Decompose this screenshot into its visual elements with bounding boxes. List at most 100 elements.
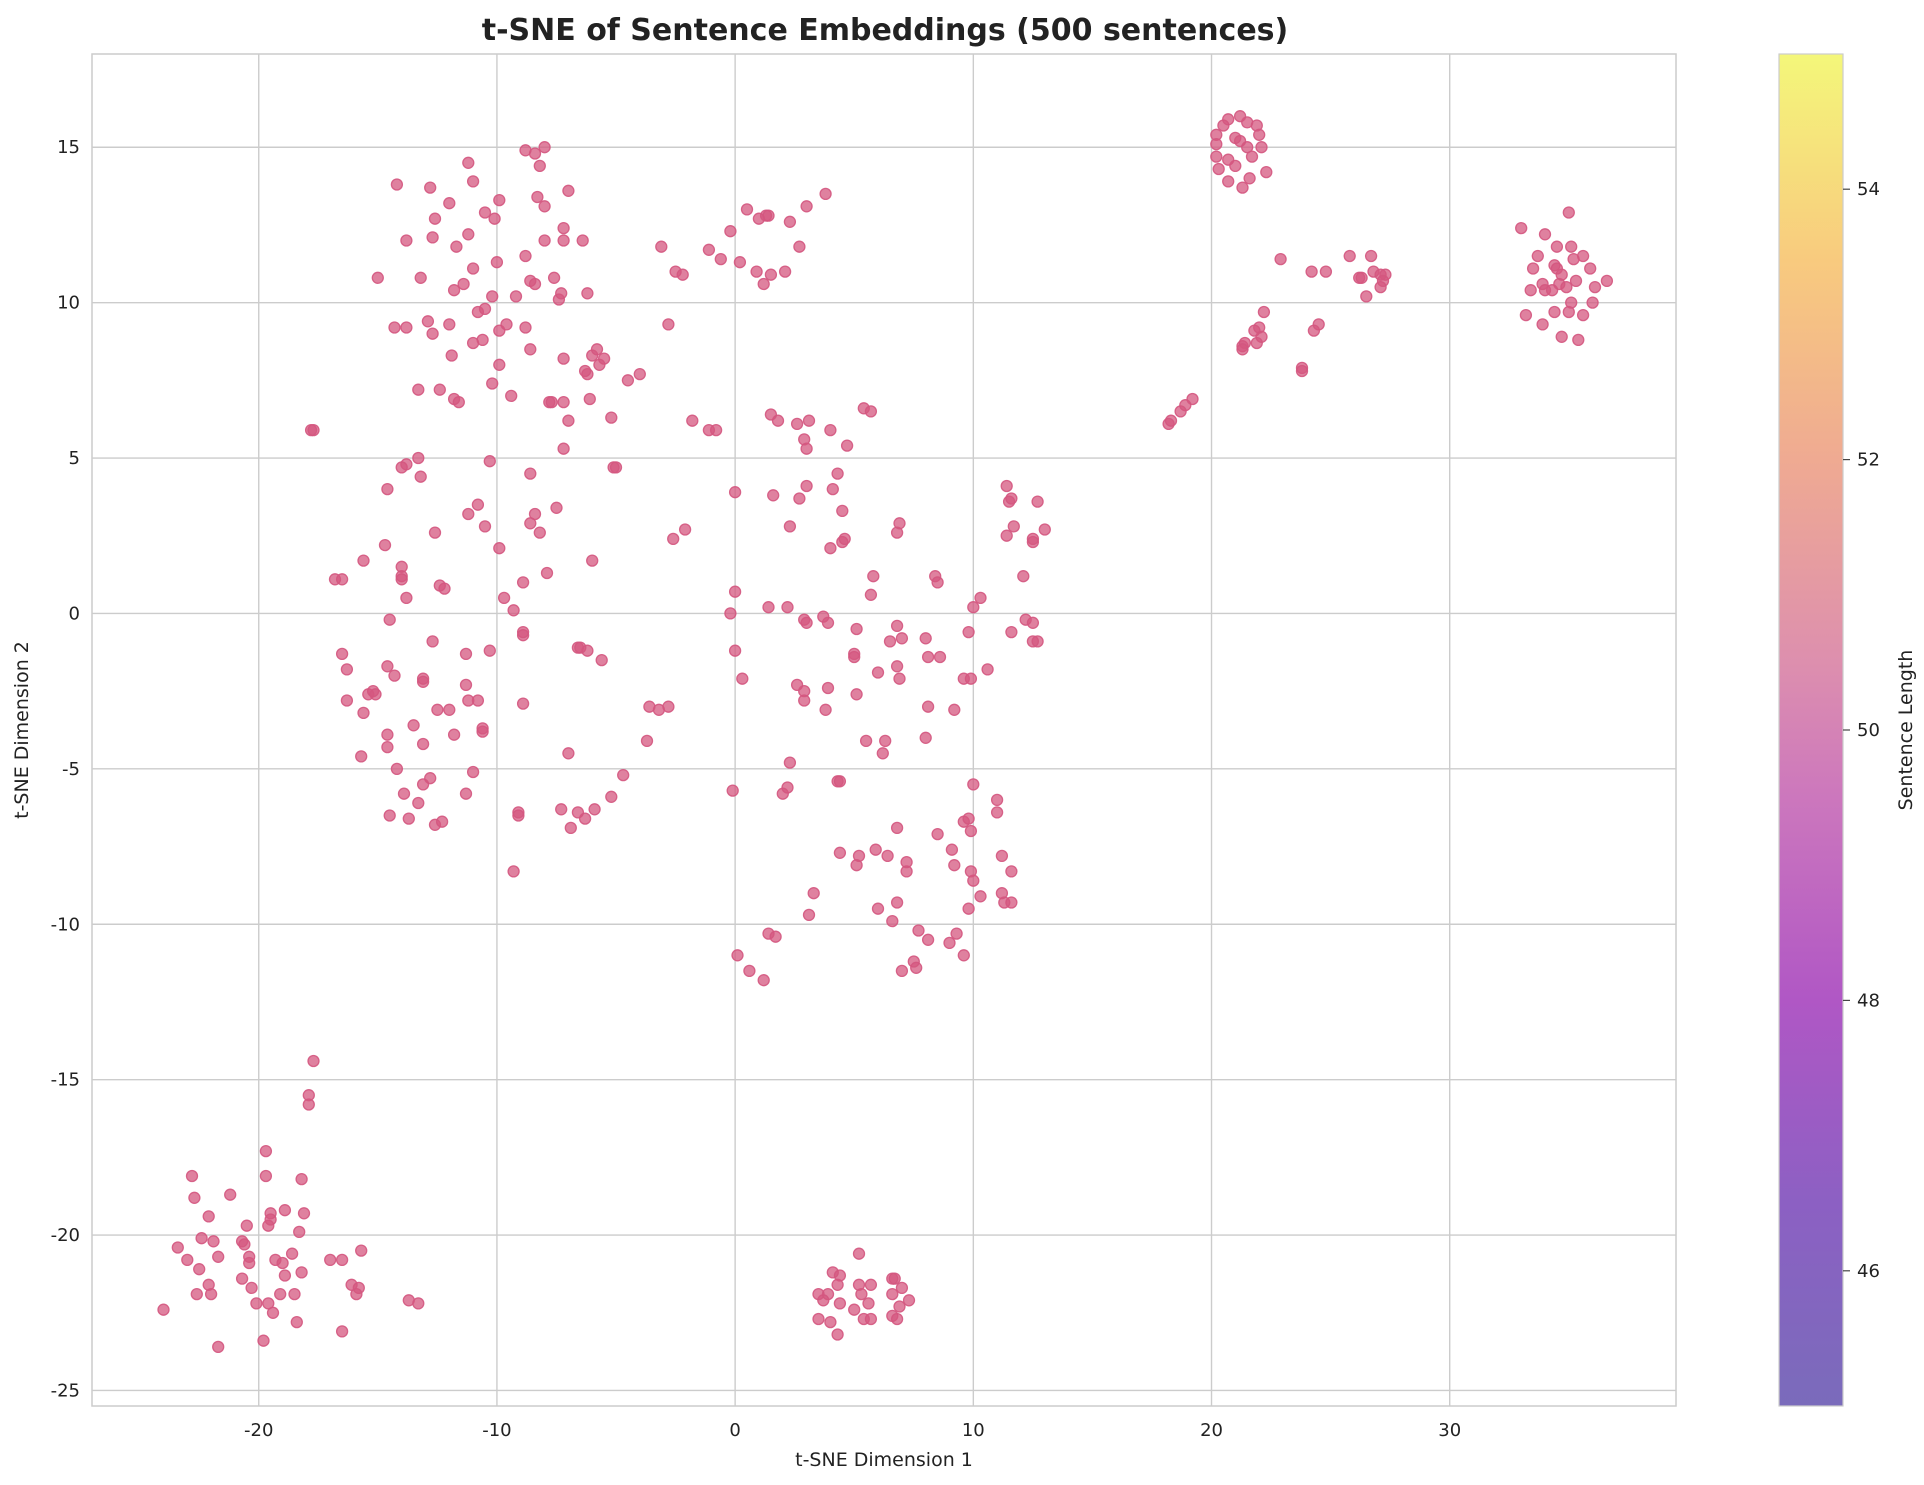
- scatter-point: [307, 1054, 320, 1068]
- scatter-point: [921, 933, 935, 946]
- scatter-point: [802, 414, 816, 427]
- scatter-point: [390, 178, 404, 191]
- scatter-point: [821, 616, 835, 629]
- scatter-point: [335, 1253, 349, 1267]
- scatter-point: [1515, 221, 1528, 235]
- scatter-point: [850, 622, 863, 636]
- scatter-point: [921, 650, 935, 664]
- scatter-point: [831, 1278, 844, 1291]
- scatter-point: [586, 554, 599, 567]
- scatter-point: [1164, 414, 1178, 427]
- scatter-point: [493, 358, 506, 371]
- scatter-point: [831, 467, 844, 480]
- scatter-point: [790, 417, 804, 431]
- scatter-point: [516, 697, 530, 710]
- scatter-point: [893, 672, 906, 685]
- scatter-point: [581, 287, 594, 300]
- scatter-point: [462, 156, 475, 169]
- scatter-point: [478, 206, 492, 219]
- scatter-point: [864, 1312, 878, 1326]
- scatter-point: [1374, 280, 1387, 294]
- scatter-point: [826, 482, 839, 496]
- scatter-point: [807, 887, 820, 900]
- scatter-point: [1210, 150, 1223, 163]
- scatter-point: [276, 1256, 289, 1270]
- scatter-point: [581, 644, 594, 657]
- scatter-point: [1260, 165, 1273, 179]
- x-tick-label: 20: [1200, 1420, 1223, 1441]
- scatter-point: [1005, 865, 1018, 878]
- scatter-point: [1305, 265, 1318, 278]
- scatter-point: [288, 1287, 301, 1301]
- scatter-point: [833, 775, 847, 788]
- scatter-point: [397, 787, 411, 800]
- scatter-point: [1588, 280, 1602, 294]
- colorbar-tick-label: 46: [1857, 1261, 1880, 1282]
- scatter-point: [266, 1306, 280, 1319]
- scatter-point: [740, 203, 754, 216]
- scatter-point: [193, 1263, 206, 1276]
- scatter-point: [781, 601, 794, 614]
- scatter-point: [1343, 249, 1356, 263]
- scatter-point: [793, 240, 806, 253]
- scatter-point: [557, 352, 570, 365]
- scatter-point: [1229, 131, 1242, 145]
- scatter-point: [452, 395, 465, 409]
- scatter-point: [416, 737, 430, 751]
- scatter-point: [471, 498, 485, 511]
- x-tick-labels: -20 -10 0 10 20 30: [244, 1420, 1461, 1441]
- scatter-point: [466, 175, 480, 188]
- scatter-point: [1586, 296, 1599, 309]
- scatter-point: [400, 234, 413, 247]
- scatter-point: [1026, 616, 1040, 629]
- gridlines: [92, 54, 1676, 1406]
- scatter-point: [824, 423, 837, 437]
- scatter-point: [390, 762, 404, 776]
- scatter-point: [655, 240, 668, 253]
- scatter-point: [493, 193, 506, 207]
- scatter-point: [731, 949, 744, 962]
- scatter-point: [824, 542, 837, 555]
- scatter-point: [981, 663, 994, 676]
- scatter-point: [921, 700, 935, 713]
- scatter-point: [783, 215, 797, 228]
- scatter-point: [435, 815, 449, 828]
- scatter-point: [1186, 392, 1199, 406]
- scatter-point: [1538, 228, 1552, 241]
- scatter-point: [886, 914, 899, 928]
- scatter-point: [1548, 305, 1561, 319]
- colorbar-tick-label: 50: [1857, 720, 1880, 741]
- scatter-point: [593, 358, 606, 371]
- scatter-point: [850, 688, 863, 701]
- scatter-point: [895, 964, 909, 978]
- scatter-point: [185, 1169, 199, 1183]
- scatter-point: [212, 1340, 225, 1354]
- scatter-point: [633, 367, 646, 381]
- scatter-point: [476, 333, 489, 347]
- scatter-point: [1000, 479, 1013, 493]
- scatter-point: [324, 1253, 337, 1267]
- scatter-point: [466, 262, 480, 275]
- scatter-point: [1572, 333, 1585, 347]
- scatter-point: [562, 747, 575, 760]
- scatter-point: [424, 772, 437, 785]
- scatter-point: [743, 964, 756, 978]
- x-tick-label: 30: [1438, 1420, 1461, 1441]
- scatter-point: [864, 588, 878, 601]
- scatter-point: [902, 1294, 916, 1307]
- scatter-point: [476, 722, 489, 735]
- scatter-point: [462, 228, 475, 241]
- scatter-point: [962, 625, 975, 639]
- scatter-point: [447, 284, 461, 297]
- scatter-point: [335, 573, 349, 586]
- scatter-point: [250, 1297, 263, 1310]
- scatter-point: [871, 902, 885, 915]
- scatter-point: [414, 271, 427, 284]
- scatter-point: [771, 414, 785, 427]
- y-tick-labels: -25 -20 -15 -10 -5 0 5 10 15: [51, 137, 80, 1401]
- scatter-point: [800, 616, 813, 629]
- scatter-point: [378, 538, 392, 552]
- scatter-point: [190, 1287, 203, 1301]
- scatter-point: [509, 290, 523, 303]
